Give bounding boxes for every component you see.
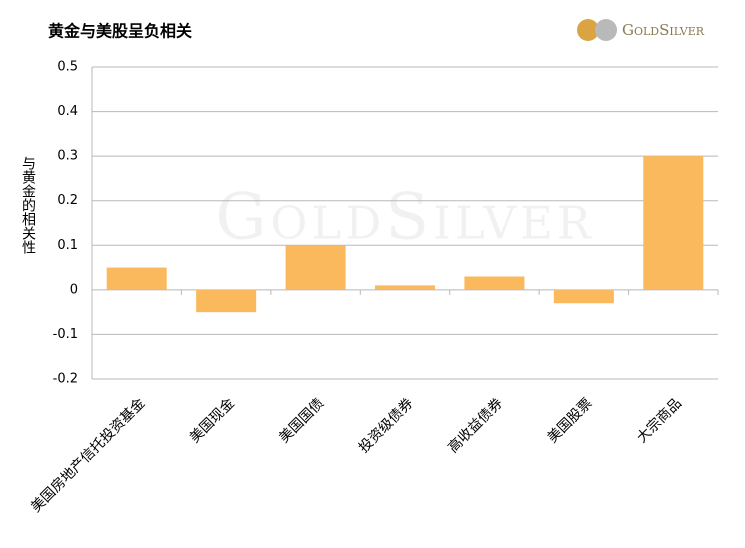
x-tick-label: 美国房地产信托投资基金 bbox=[27, 395, 148, 516]
y-tick-label: 0.4 bbox=[57, 104, 78, 119]
bar bbox=[196, 289, 257, 313]
logo-coin bbox=[577, 19, 599, 41]
y-axis-label: 与黄金的相关性 bbox=[20, 156, 36, 254]
logo-coin bbox=[595, 19, 617, 41]
x-tick-label: 美国现金 bbox=[187, 395, 238, 446]
bar bbox=[106, 267, 167, 290]
bar bbox=[553, 289, 614, 304]
x-tick-label: 美国国债 bbox=[276, 395, 327, 446]
x-tick-label: 大宗商品 bbox=[634, 395, 685, 446]
x-tick-label: 高收益债券 bbox=[445, 395, 507, 457]
y-tick-label: 0.1 bbox=[57, 238, 78, 253]
y-tick-label: -0.2 bbox=[53, 372, 78, 387]
logo-text: GoldSilver bbox=[622, 21, 705, 39]
y-tick-label: -0.1 bbox=[53, 327, 78, 342]
bar bbox=[285, 245, 346, 290]
y-tick-label: 0.5 bbox=[57, 60, 78, 75]
x-tick-label: 美国股票 bbox=[545, 395, 596, 446]
bar bbox=[464, 276, 525, 290]
bar bbox=[643, 156, 704, 290]
bar bbox=[375, 285, 435, 290]
watermark: GoldSilver bbox=[215, 181, 594, 255]
y-tick-label: 0 bbox=[70, 282, 78, 297]
y-tick-label: 0.3 bbox=[57, 149, 78, 164]
x-tick-label: 投资级债券 bbox=[356, 395, 417, 456]
logo: GoldSilver bbox=[577, 19, 705, 41]
y-tick-label: 0.2 bbox=[57, 193, 78, 208]
chart-title: 黄金与美股呈负相关 bbox=[48, 22, 192, 41]
